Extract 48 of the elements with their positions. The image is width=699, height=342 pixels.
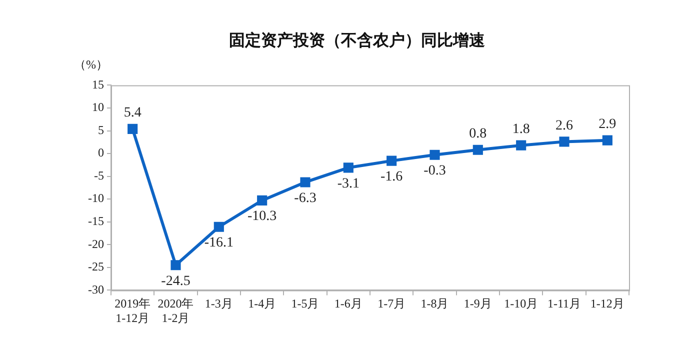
x-tick-label: 1-6月 — [334, 296, 362, 311]
x-tick-label: 1-11月 — [547, 296, 582, 311]
y-tick-label: 15 — [92, 77, 104, 92]
x-tick-label: 1-12月 — [590, 296, 624, 311]
x-tick-label: 1-10月 — [504, 296, 538, 311]
y-tick-label: -30 — [88, 282, 104, 296]
data-label: -24.5 — [161, 274, 190, 289]
point — [559, 136, 570, 147]
data-label: 5.4 — [124, 106, 142, 121]
y-tick-label: -25 — [88, 260, 104, 274]
data-label: 2.6 — [556, 118, 573, 134]
data-label: -1.6 — [380, 169, 403, 184]
point — [300, 177, 310, 188]
point — [386, 156, 397, 166]
point — [516, 140, 526, 150]
x-tick-label: 1-3月 — [204, 296, 233, 311]
y-tick-label: -10 — [88, 191, 104, 206]
y-tick-label: 5 — [98, 122, 104, 137]
point — [214, 222, 224, 232]
point — [343, 162, 354, 173]
y-tick-label: 0 — [98, 146, 104, 160]
data-label: -6.3 — [294, 190, 316, 206]
x-tick-label: 1-4月 — [248, 296, 276, 311]
point — [430, 150, 440, 160]
x-tick-label: 2019年 1-12月 — [114, 296, 151, 325]
data-label: -0.3 — [424, 164, 446, 179]
x-tick-label: 1-9月 — [464, 296, 492, 311]
y-tick-label: -15 — [88, 214, 104, 228]
y-tick-label: -20 — [88, 236, 104, 251]
data-label: -10.3 — [247, 209, 277, 224]
x-tick-label: 2020年 1-2月 — [158, 296, 194, 325]
data-label: -3.1 — [337, 176, 360, 192]
chart-title: 固定资产投资（不含农户）同比增速 — [229, 32, 486, 50]
x-tick-label: 1-5月 — [291, 296, 320, 311]
y-tick-label: -5 — [94, 168, 104, 182]
point — [472, 144, 483, 155]
y-tick-label: 10 — [92, 100, 104, 114]
data-label: 1.8 — [512, 122, 530, 138]
data-label: -16.1 — [204, 236, 234, 251]
point — [128, 124, 138, 134]
y-axis-title: （%） — [74, 57, 108, 72]
point — [257, 195, 268, 206]
data-label: 0.8 — [469, 126, 487, 142]
point — [170, 260, 181, 270]
x-tick-label: 1-7月 — [378, 296, 406, 311]
data-label: 2.9 — [598, 116, 616, 132]
x-tick-label: 1-8月 — [420, 296, 449, 311]
point — [602, 135, 612, 146]
